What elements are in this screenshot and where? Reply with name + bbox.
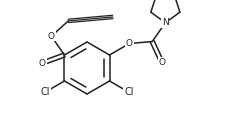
Text: O: O xyxy=(158,58,165,67)
Text: N: N xyxy=(162,18,169,27)
Text: Cl: Cl xyxy=(124,87,134,97)
Text: O: O xyxy=(48,32,55,41)
Text: O: O xyxy=(126,39,133,48)
Text: Cl: Cl xyxy=(40,87,50,97)
Text: O: O xyxy=(39,59,46,68)
